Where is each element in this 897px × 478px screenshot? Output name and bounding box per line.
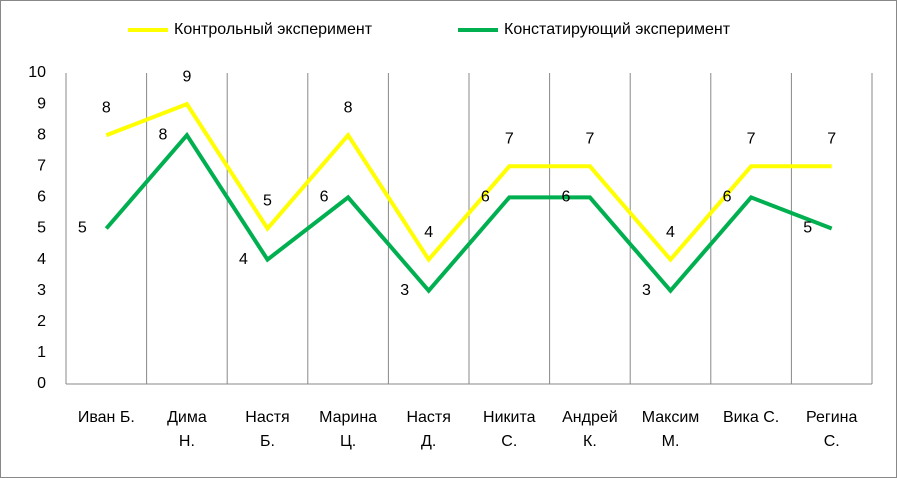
data-label: 6	[481, 189, 490, 206]
data-label: 6	[723, 189, 732, 206]
data-label: 4	[239, 251, 248, 268]
y-tick-label: 2	[37, 313, 46, 330]
y-tick-label: 3	[37, 282, 46, 299]
y-tick-label: 0	[37, 375, 46, 392]
data-label: 5	[263, 193, 272, 210]
y-tick-label: 1	[37, 344, 46, 361]
data-label: 9	[182, 68, 191, 85]
data-label: 5	[78, 220, 87, 237]
y-tick-label: 10	[28, 64, 46, 81]
y-tick-label: 5	[37, 220, 46, 237]
data-label: 7	[827, 131, 836, 148]
x-tick-label: Марина Ц.	[319, 409, 377, 450]
x-tick-label: Настя Д.	[406, 409, 450, 450]
y-tick-label: 4	[37, 251, 46, 268]
y-tick-label: 7	[37, 158, 46, 175]
x-tick-label: Дима Н.	[167, 409, 207, 450]
legend-label: Констатирующий эксперимент	[504, 21, 731, 38]
y-tick-label: 9	[37, 95, 46, 112]
x-tick-label: Андрей К.	[562, 409, 618, 450]
data-label: 6	[320, 189, 329, 206]
data-label: 7	[505, 131, 514, 148]
data-label: 8	[102, 99, 111, 116]
data-label: 5	[803, 220, 812, 237]
x-tick-label: Никита С.	[483, 409, 536, 450]
x-tick-label: Настя Б.	[245, 409, 289, 450]
data-label: 7	[747, 131, 756, 148]
data-label: 8	[158, 126, 167, 143]
y-tick-label: 6	[37, 189, 46, 206]
series-line	[104, 131, 833, 294]
data-label: 8	[344, 99, 353, 116]
y-tick-label: 8	[37, 126, 46, 143]
data-label: 3	[400, 282, 409, 299]
data-label: 4	[666, 224, 675, 241]
data-label: 6	[561, 189, 570, 206]
x-tick-label: Вика С.	[723, 409, 779, 426]
legend-label: Контрольный эксперимент	[174, 21, 373, 38]
data-label: 4	[424, 224, 433, 241]
series-line	[105, 101, 832, 263]
x-tick-label: Максим М.	[642, 409, 700, 450]
x-tick-label: Регина С.	[806, 409, 857, 450]
data-label: 3	[642, 282, 651, 299]
x-tick-label: Иван Б.	[78, 409, 135, 426]
data-label: 7	[585, 131, 594, 148]
